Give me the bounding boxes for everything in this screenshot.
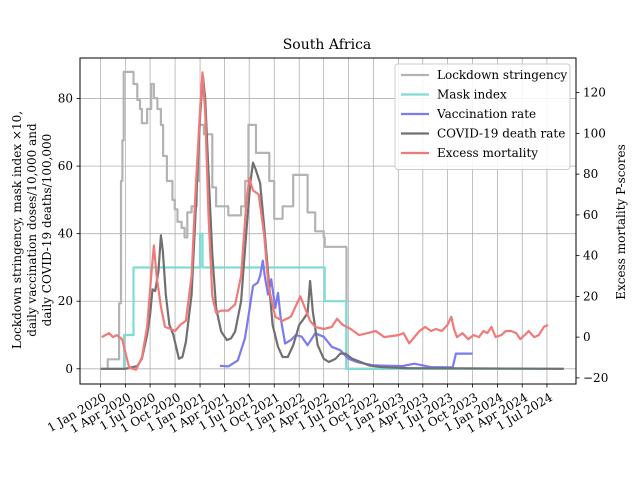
- series-line-mask-index: [100, 232, 564, 370]
- legend-entry: Excess mortality: [437, 146, 538, 160]
- legend-box: [394, 63, 571, 170]
- series-line-covid-19-death-rate: [100, 75, 564, 370]
- series-lines: [100, 70, 564, 371]
- y-tick-label-left: 0: [65, 362, 73, 376]
- y-tick-label-right: 20: [583, 289, 598, 303]
- legend-entry: Mask index: [437, 88, 507, 102]
- y-tick-label-right: 80: [583, 167, 598, 181]
- y-axis-label-left-line-3: daily COVID-19 deaths/100,000: [40, 134, 54, 327]
- y-axis-label-left-line-1: Lockdown stringency, mask index ×10,: [10, 111, 24, 349]
- y-axis-label-left-line-2: daily vaccination doses/10,000 and: [25, 123, 39, 337]
- y-tick-label-left: 60: [58, 159, 73, 173]
- y-tick-label-right: 40: [583, 249, 598, 263]
- legend-entry: Lockdown stringency: [437, 68, 567, 82]
- y-tick-label-right: 100: [583, 126, 606, 140]
- series-line-excess-mortality: [101, 71, 549, 371]
- series-line-lockdown-stringency: [100, 70, 564, 370]
- y-tick-label-left: 80: [58, 92, 73, 106]
- y-tick-label-left: 40: [58, 227, 73, 241]
- legend-entry: COVID-19 death rate: [437, 127, 565, 141]
- legend-entry: Vaccination rate: [436, 107, 536, 121]
- y-tick-label-right: 60: [583, 208, 598, 222]
- y-tick-label-right: 120: [583, 86, 606, 100]
- legend: Lockdown stringency Mask index Vaccination…: [394, 63, 571, 170]
- series-line-vaccination-rate: [219, 259, 473, 369]
- y-tick-label-right: 0: [583, 330, 591, 344]
- chart-title: South Africa: [283, 37, 372, 53]
- y-tick-label-right: −20: [583, 371, 608, 385]
- y-axis-label-right: Excess mortality P-scores: [614, 144, 628, 299]
- y-tick-label-left: 20: [58, 294, 73, 308]
- plot-frame: [79, 57, 577, 385]
